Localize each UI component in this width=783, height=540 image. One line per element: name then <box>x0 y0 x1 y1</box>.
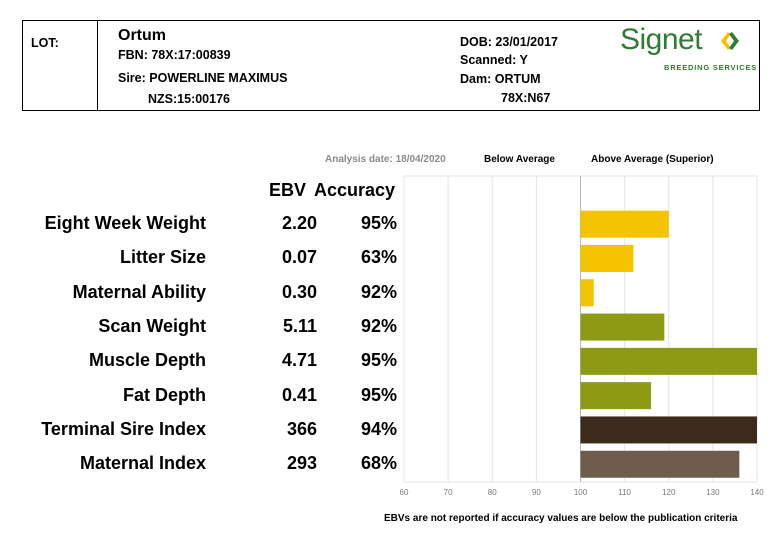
sire-text: Sire: POWERLINE MAXIMUS <box>118 71 288 85</box>
logo-word: Signet <box>620 23 703 56</box>
trait-label-litter-size: Litter Size <box>119 247 206 267</box>
logo-chevrons-icon <box>721 32 739 50</box>
ebv-value-eight-week-weight: 2.20 <box>281 213 317 233</box>
ebv-value-litter-size: 0.07 <box>281 247 317 267</box>
x-tick-label: 70 <box>444 488 453 497</box>
ebv-column-header: EBV <box>269 180 307 200</box>
signet-logo: Signet BREEDING SERVICES <box>620 23 756 73</box>
accuracy-value-litter-size: 63% <box>360 247 397 267</box>
bar-maternal-index <box>580 450 740 478</box>
accuracy-value-eight-week-weight: 95% <box>360 213 397 233</box>
bar-fat-depth <box>580 382 652 410</box>
accuracy-value-fat-depth: 95% <box>360 385 397 405</box>
dam-text: Dam: ORTUM <box>460 72 541 86</box>
sire-id-text: NZS:15:00176 <box>148 92 230 106</box>
x-tick-label: 80 <box>488 488 497 497</box>
footer-note: EBVs are not reported if accuracy values… <box>384 513 738 524</box>
trait-label-terminal-sire-index: Terminal Sire Index <box>41 419 206 439</box>
x-tick-label: 100 <box>574 488 588 497</box>
ebv-value-maternal-ability: 0.30 <box>281 282 317 302</box>
ebv-value-scan-weight: 5.11 <box>282 316 317 336</box>
animal-header: LOT: Ortum FBN: 78X:17:00839 Sire: POWER… <box>22 20 760 111</box>
accuracy-value-maternal-ability: 92% <box>360 282 397 302</box>
accuracy-value-scan-weight: 92% <box>360 316 397 336</box>
accuracy-value-maternal-index: 68% <box>360 453 397 473</box>
x-tick-label: 110 <box>618 488 631 497</box>
ebv-value-maternal-index: 293 <box>286 453 317 473</box>
accuracy-value-terminal-sire-index: 94% <box>360 419 397 439</box>
x-tick-label: 120 <box>662 488 676 497</box>
logo-subtitle: BREEDING SERVICES <box>664 63 758 72</box>
bar-terminal-sire-index <box>580 416 757 444</box>
bar-maternal-ability <box>580 279 594 307</box>
below-average-label: Below Average <box>484 154 555 165</box>
bar-litter-size <box>580 244 634 272</box>
analysis-date: Analysis date: 18/04/2020 <box>325 154 446 165</box>
dob-text: DOB: 23/01/2017 <box>460 35 558 49</box>
ebv-value-muscle-depth: 4.71 <box>281 350 317 370</box>
accuracy-column-header: Accuracy <box>314 180 396 200</box>
bar-eight-week-weight <box>580 210 669 238</box>
x-tick-label: 90 <box>532 488 541 497</box>
trait-label-muscle-depth: Muscle Depth <box>88 350 206 370</box>
animal-name: Ortum <box>118 27 166 44</box>
dam-id-text: 78X:N67 <box>501 91 551 105</box>
fbn-text: FBN: 78X:17:00839 <box>118 48 231 62</box>
x-tick-label: 140 <box>750 488 764 497</box>
lot-label: LOT: <box>31 36 59 50</box>
trait-label-maternal-ability: Maternal Ability <box>72 282 206 302</box>
trait-label-scan-weight: Scan Weight <box>98 316 206 336</box>
trait-label-fat-depth: Fat Depth <box>123 385 206 405</box>
x-tick-label: 130 <box>706 488 720 497</box>
above-average-label: Above Average (Superior) <box>591 154 714 165</box>
bar-muscle-depth <box>580 347 757 375</box>
trait-label-eight-week-weight: Eight Week Weight <box>44 213 206 233</box>
header-divider <box>97 21 98 110</box>
scanned-text: Scanned: Y <box>460 53 528 67</box>
accuracy-value-muscle-depth: 95% <box>360 350 397 370</box>
bar-scan-weight <box>580 313 665 341</box>
ebv-value-fat-depth: 0.41 <box>281 385 317 405</box>
x-tick-label: 60 <box>400 488 409 497</box>
trait-label-maternal-index: Maternal Index <box>79 453 206 473</box>
ebv-value-terminal-sire-index: 366 <box>286 419 317 439</box>
